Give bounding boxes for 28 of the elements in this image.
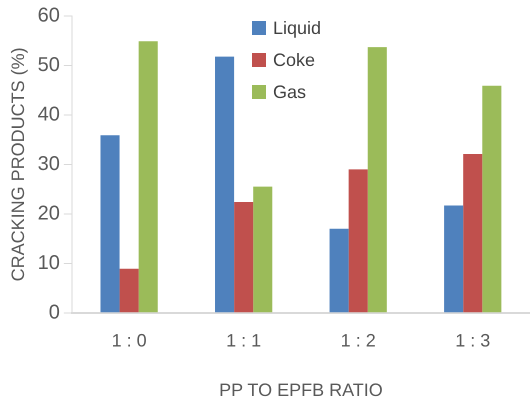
bar — [120, 268, 139, 312]
legend-label: Coke — [273, 50, 316, 70]
bar — [368, 47, 387, 312]
bar — [234, 202, 254, 312]
y-tick-label: 10 — [38, 252, 60, 274]
y-tick-label: 50 — [38, 54, 60, 76]
bar — [348, 169, 368, 312]
y-tick-label: 20 — [38, 202, 60, 224]
x-tick-label: 1 : 0 — [112, 330, 147, 351]
bar — [253, 186, 272, 312]
bar — [100, 135, 120, 312]
y-tick-label: 0 — [48, 301, 60, 324]
x-tick-label: 1 : 1 — [226, 330, 262, 351]
bar — [138, 41, 158, 312]
x-tick-label: 1 : 3 — [455, 330, 490, 351]
y-tick-label: 60 — [38, 4, 60, 27]
x-tick-label: 1 : 2 — [340, 330, 376, 351]
legend-label: Gas — [273, 82, 306, 102]
bar — [463, 154, 482, 312]
bar — [215, 56, 234, 312]
y-axis-title: CRACKING PRODUCTS (%) — [8, 47, 28, 282]
bar — [330, 228, 349, 312]
y-tick-label: 40 — [38, 103, 60, 126]
bar — [482, 86, 502, 312]
bar — [444, 205, 464, 312]
y-tick-label: 30 — [38, 152, 60, 175]
legend-label: Liquid — [273, 18, 322, 38]
x-axis-title: PP TO EPFB RATIO — [219, 380, 383, 400]
